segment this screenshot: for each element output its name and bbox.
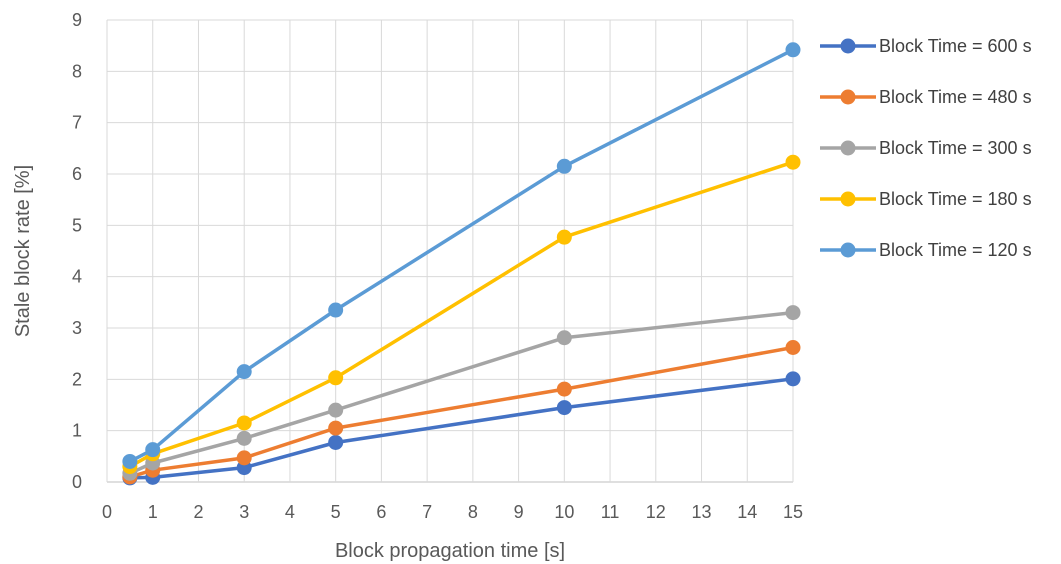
x-tick-label: 6 xyxy=(376,502,386,522)
y-axis-title: Stale block rate [%] xyxy=(12,165,34,337)
y-tick-label: 8 xyxy=(72,61,82,81)
series-line xyxy=(128,345,795,479)
legend-label: Block Time = 300 s xyxy=(879,138,1032,158)
y-tick-label: 1 xyxy=(72,421,82,441)
data-point xyxy=(328,402,344,418)
data-point xyxy=(122,453,138,469)
data-point xyxy=(556,229,572,245)
legend-label: Block Time = 120 s xyxy=(879,240,1032,260)
data-point xyxy=(145,442,161,458)
x-tick-label: 12 xyxy=(646,502,666,522)
data-point xyxy=(236,430,252,446)
series-3 xyxy=(122,154,801,475)
legend-item: Block Time = 180 s xyxy=(820,189,1032,209)
series-line xyxy=(128,160,795,469)
x-tick-label: 7 xyxy=(422,502,432,522)
data-point xyxy=(556,381,572,397)
y-tick-label: 6 xyxy=(72,164,82,184)
x-tick-label: 8 xyxy=(468,502,478,522)
legend-label: Block Time = 480 s xyxy=(879,87,1032,107)
data-point xyxy=(236,415,252,431)
legend-item: Block Time = 120 s xyxy=(820,240,1032,260)
legend-swatch-marker xyxy=(840,191,856,207)
legend-item: Block Time = 600 s xyxy=(820,36,1032,56)
data-point xyxy=(236,450,252,466)
x-axis-title: Block propagation time [s] xyxy=(335,540,565,562)
series-line xyxy=(128,48,795,464)
x-tick-label: 3 xyxy=(239,502,249,522)
legend-swatch-marker xyxy=(840,89,856,105)
x-tick-label: 5 xyxy=(331,502,341,522)
data-point xyxy=(556,400,572,416)
x-tick-label: 11 xyxy=(601,502,620,522)
data-point xyxy=(556,158,572,174)
legend-swatch-marker xyxy=(840,38,856,54)
x-tick-label: 15 xyxy=(783,502,803,522)
series-2 xyxy=(122,305,801,481)
data-point xyxy=(236,364,252,380)
legend-swatch-marker xyxy=(840,242,856,258)
series-lines xyxy=(122,42,801,486)
series-1 xyxy=(122,340,801,485)
y-tick-label: 9 xyxy=(72,10,82,30)
x-tick-label: 13 xyxy=(692,502,712,522)
x-tick-label: 9 xyxy=(514,502,524,522)
legend-item: Block Time = 480 s xyxy=(820,87,1032,107)
y-tick-label: 7 xyxy=(72,113,82,133)
legend: Block Time = 600 s Block Time = 480 s Bloc… xyxy=(820,36,1032,260)
legend-swatch-marker xyxy=(840,140,856,156)
data-point xyxy=(785,371,801,387)
series-4 xyxy=(122,42,801,469)
data-point xyxy=(328,420,344,436)
data-point xyxy=(328,434,344,450)
data-point xyxy=(328,370,344,386)
data-point xyxy=(785,305,801,321)
data-point xyxy=(328,302,344,318)
y-tick-label: 2 xyxy=(72,369,82,389)
legend-label: Block Time = 180 s xyxy=(879,189,1032,209)
x-tick-label: 4 xyxy=(285,502,295,522)
x-tick-label: 0 xyxy=(102,502,112,522)
data-point xyxy=(785,42,801,58)
data-point xyxy=(785,154,801,170)
x-tick-label: 2 xyxy=(193,502,203,522)
y-tick-label: 5 xyxy=(72,215,82,235)
x-tick-label: 14 xyxy=(737,502,757,522)
legend-label: Block Time = 600 s xyxy=(879,36,1032,56)
y-tick-label: 0 xyxy=(72,472,82,492)
data-point xyxy=(785,340,801,356)
y-tick-label: 4 xyxy=(72,267,82,287)
y-tick-label: 3 xyxy=(72,318,82,338)
x-tick-label: 10 xyxy=(554,502,574,522)
grid xyxy=(106,19,794,483)
data-point xyxy=(556,330,572,346)
x-tick-label: 1 xyxy=(148,502,158,522)
legend-item: Block Time = 300 s xyxy=(820,138,1032,158)
